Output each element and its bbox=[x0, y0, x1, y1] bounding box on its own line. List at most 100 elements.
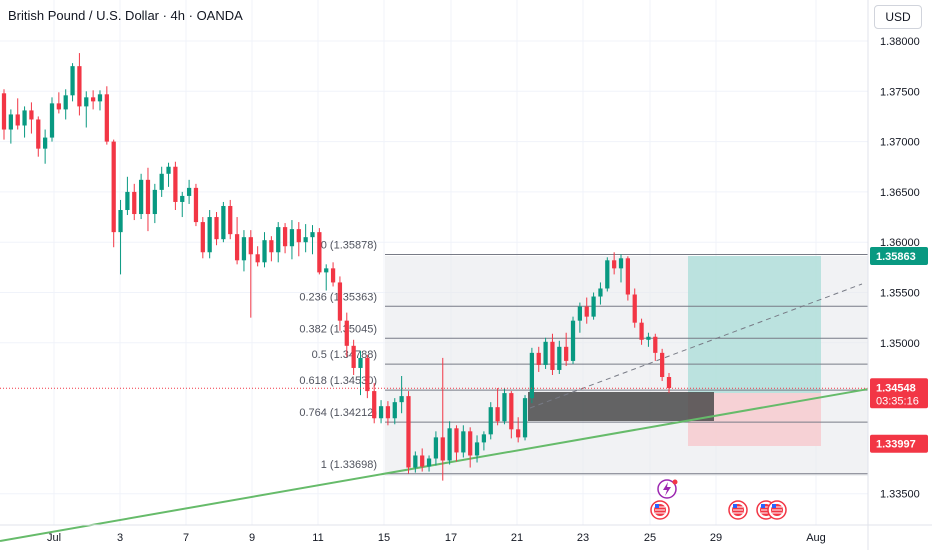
candle bbox=[159, 166, 164, 197]
candle bbox=[310, 225, 315, 255]
candle bbox=[36, 116, 41, 157]
candle bbox=[132, 183, 137, 221]
fib-level-label: 0 (1.35878) bbox=[321, 239, 377, 251]
candle-body bbox=[152, 189, 157, 215]
candle-body bbox=[255, 254, 260, 263]
candle-body bbox=[344, 320, 349, 346]
candle-body bbox=[234, 234, 240, 261]
candle bbox=[584, 297, 589, 324]
candle bbox=[351, 339, 356, 375]
candle bbox=[97, 90, 103, 111]
candle-body bbox=[481, 434, 487, 443]
currency-button[interactable]: USD bbox=[874, 5, 922, 29]
candle-body bbox=[159, 173, 164, 190]
candle-body bbox=[474, 442, 480, 456]
candle-body bbox=[646, 336, 651, 340]
fibonacci-retracement[interactable]: 0 (1.35878)0.236 (1.35363)0.382 (1.35045… bbox=[299, 239, 868, 475]
candle-body bbox=[200, 222, 205, 253]
candle-body bbox=[84, 97, 89, 107]
candle-body bbox=[447, 428, 452, 461]
candle-body bbox=[577, 306, 583, 321]
candle bbox=[282, 223, 288, 254]
candle-body bbox=[22, 110, 27, 126]
candle bbox=[522, 395, 528, 441]
candle bbox=[509, 391, 514, 439]
candle bbox=[200, 217, 205, 259]
candle-body bbox=[15, 114, 20, 126]
candle bbox=[317, 228, 322, 275]
candle-body bbox=[186, 187, 192, 196]
candle bbox=[111, 139, 116, 248]
candle-body bbox=[351, 345, 356, 368]
svg-text:1.35863: 1.35863 bbox=[876, 251, 916, 263]
candle-body bbox=[289, 229, 295, 247]
candle-body bbox=[104, 94, 109, 142]
candle-body bbox=[406, 396, 411, 468]
lightning-event-icon[interactable] bbox=[657, 479, 678, 499]
candle-body bbox=[426, 458, 432, 467]
candle-body bbox=[536, 352, 541, 365]
time-tick-label: 9 bbox=[249, 532, 255, 544]
fib-level-label: 0.764 (1.34212) bbox=[299, 407, 377, 419]
trendline-group[interactable] bbox=[0, 283, 869, 542]
candle-body bbox=[529, 352, 535, 399]
candle-body bbox=[378, 406, 384, 419]
time-tick-label: 21 bbox=[511, 532, 523, 544]
candle-body bbox=[509, 393, 514, 430]
candle-body bbox=[173, 166, 178, 202]
candle bbox=[152, 183, 157, 224]
candle-body bbox=[49, 103, 55, 138]
us-flag-event-icon[interactable] bbox=[767, 500, 787, 520]
candle bbox=[324, 264, 329, 291]
candle-body bbox=[43, 137, 48, 149]
candle bbox=[392, 398, 397, 425]
candle-body bbox=[365, 357, 370, 392]
candle bbox=[646, 332, 651, 347]
candle bbox=[632, 288, 637, 328]
candle-body bbox=[214, 217, 219, 240]
candle bbox=[440, 357, 445, 481]
candle-body bbox=[111, 141, 116, 233]
price-tick-label: 1.36000 bbox=[880, 237, 920, 249]
price-tick-label: 1.35500 bbox=[880, 288, 920, 300]
us-flag-event-icon[interactable] bbox=[650, 500, 670, 520]
candle bbox=[214, 212, 219, 246]
candle-body bbox=[269, 240, 274, 253]
candle-body bbox=[440, 437, 445, 461]
candle bbox=[241, 230, 247, 272]
demand-zone[interactable] bbox=[528, 392, 714, 421]
candle-body bbox=[385, 406, 391, 419]
candle-body bbox=[310, 232, 315, 238]
candle bbox=[262, 232, 267, 268]
candle-body bbox=[282, 227, 288, 247]
candle-body bbox=[516, 429, 521, 438]
price-tag-stop: 1.33997 bbox=[870, 434, 928, 453]
candle-body bbox=[564, 346, 569, 361]
price-tick-label: 1.38000 bbox=[880, 36, 920, 48]
candle bbox=[454, 425, 459, 462]
support-trendline[interactable] bbox=[0, 388, 869, 542]
candle-body bbox=[454, 428, 459, 453]
candle-body bbox=[193, 187, 199, 223]
candle bbox=[255, 246, 260, 267]
price-axis[interactable]: 1.38000 1.37500 1.37000 1.36500 1.36000 1.355… bbox=[867, 0, 932, 550]
candle bbox=[618, 254, 624, 283]
candle-body bbox=[29, 110, 34, 120]
candle bbox=[296, 222, 301, 257]
candle bbox=[29, 102, 34, 134]
fib-level-label: 0.382 (1.35045) bbox=[299, 323, 377, 335]
candle bbox=[543, 337, 548, 369]
time-tick-label: 7 bbox=[183, 532, 189, 544]
time-tick-label: Aug bbox=[806, 532, 826, 544]
candle-body bbox=[358, 357, 363, 368]
candle-body bbox=[207, 217, 212, 253]
candle bbox=[570, 316, 576, 364]
event-markers[interactable] bbox=[650, 479, 787, 520]
candle-body bbox=[36, 119, 41, 149]
time-tick-label: 11 bbox=[312, 532, 323, 544]
us-flag-event-icon[interactable] bbox=[728, 500, 748, 520]
candle bbox=[365, 354, 370, 399]
time-axis[interactable]: Jul 3 7 9 11 15 17 21 23 25 29 Aug bbox=[0, 524, 932, 544]
